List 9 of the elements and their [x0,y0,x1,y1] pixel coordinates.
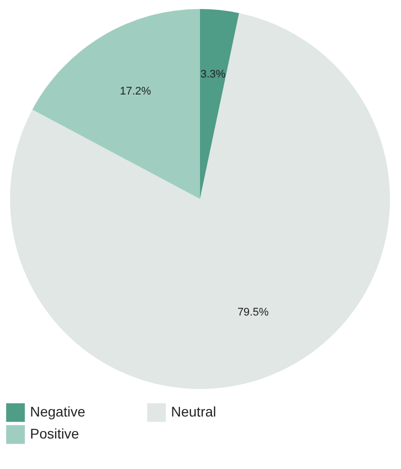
legend-label: Positive [30,426,80,442]
data-label: 17.2% [120,85,152,98]
pie-slice [32,9,200,199]
legend-label: Neutral [171,404,216,420]
data-label: 79.5% [237,306,269,319]
legend-label: Negative [30,404,86,420]
data-label: 3.3% [200,68,226,80]
pie-slice [10,13,390,389]
pie-slice [200,9,240,199]
